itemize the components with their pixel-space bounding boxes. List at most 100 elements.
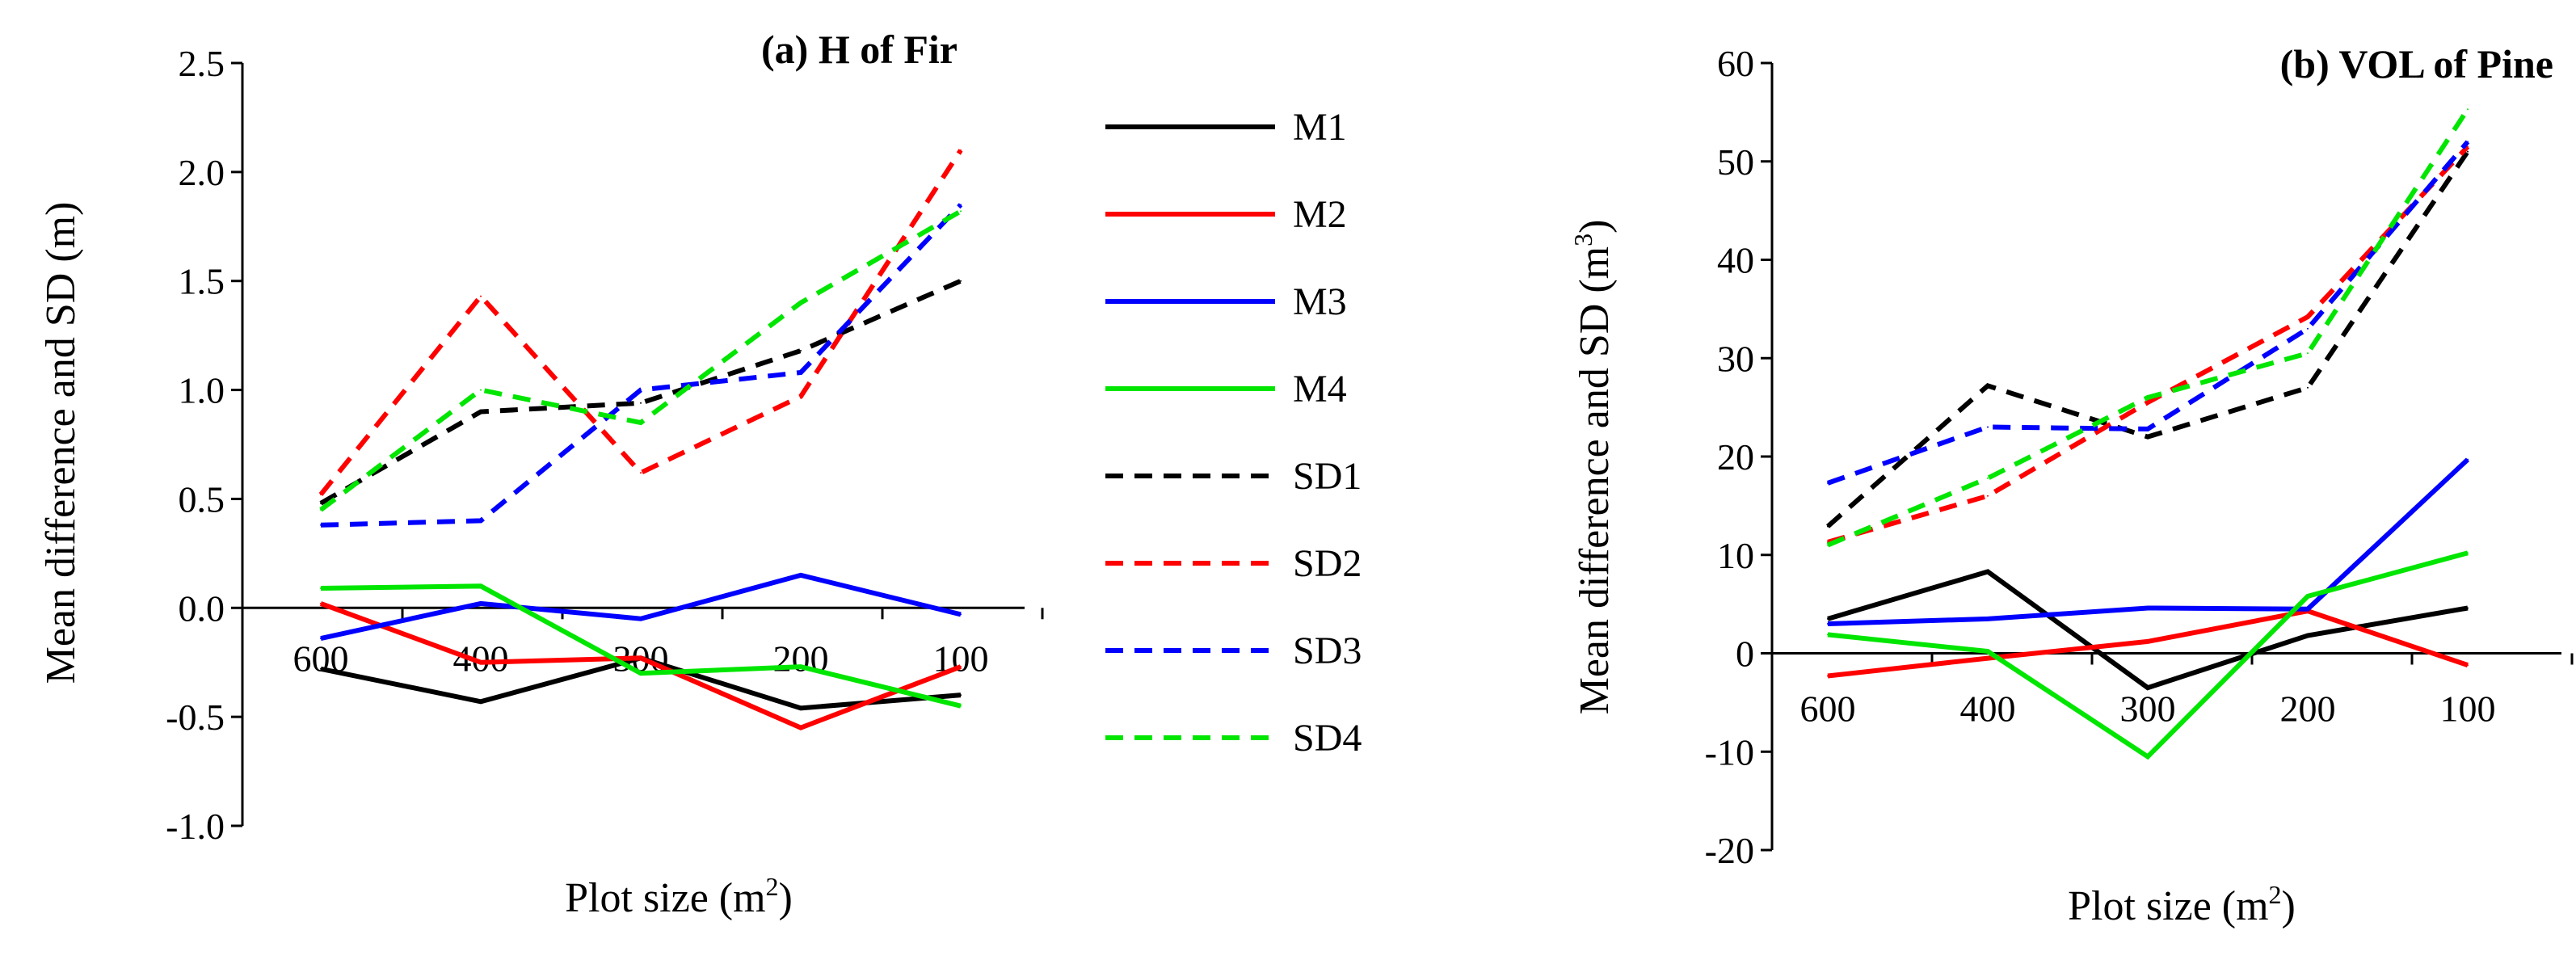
y-axis-title-close: ) — [1572, 220, 1618, 234]
point-sd4 — [1987, 477, 1989, 479]
point-m2 — [2467, 664, 2469, 667]
y-tick-label: 0 — [1736, 634, 1754, 675]
y-axis-title: Mean difference and SD (m3) — [1568, 220, 1618, 715]
x-tick-label: 200 — [2280, 688, 2336, 730]
point-m1 — [320, 667, 322, 670]
point-m3 — [320, 638, 322, 640]
point-m4 — [800, 666, 802, 668]
y-tick-label: -1.0 — [166, 806, 225, 847]
y-tick-label: -0.5 — [166, 697, 225, 738]
point-sd3 — [1987, 426, 1989, 428]
chart-title: (b) VOL of Pine — [2280, 41, 2553, 86]
point-sd1 — [2147, 436, 2149, 438]
point-m1 — [2147, 687, 2149, 689]
y-tick-label: -10 — [1705, 731, 1754, 772]
legend-label-sd1: SD1 — [1293, 455, 1362, 498]
series-line-m3 — [1827, 457, 2470, 626]
x-tick-label: 600 — [1800, 688, 1856, 730]
y-tick-label: 2.5 — [179, 43, 225, 84]
y-tick-label: 0.0 — [179, 587, 225, 629]
y-axis-title-text: Mean difference and SD (m — [1572, 246, 1618, 715]
series-line-sd4 — [1826, 107, 2470, 548]
y-tick-label: -20 — [1705, 830, 1754, 871]
legend-label-sd4: SD4 — [1293, 717, 1362, 760]
point-m1 — [2307, 634, 2309, 637]
series-line-sd1 — [319, 278, 962, 506]
point-m2 — [960, 666, 962, 668]
point-m2 — [1827, 675, 1829, 677]
point-sd1 — [960, 280, 962, 282]
point-m3 — [2307, 608, 2309, 610]
point-m4 — [320, 587, 322, 590]
y-axis-title-sup: 3 — [1568, 234, 1597, 246]
point-sd2 — [480, 295, 482, 297]
point-m3 — [960, 613, 962, 616]
point-sd2 — [960, 149, 962, 151]
point-sd1 — [480, 410, 482, 413]
point-m3 — [800, 574, 802, 576]
x-axis-title-close: ) — [2282, 883, 2296, 929]
point-m2 — [480, 661, 482, 663]
series-line-sd2 — [318, 149, 963, 496]
point-sd1 — [320, 502, 322, 504]
x-axis-title: Plot size (m2) — [565, 872, 793, 921]
point-m3 — [1987, 617, 1989, 620]
point-m3 — [640, 617, 642, 620]
point-m1 — [480, 701, 482, 703]
point-sd4 — [2307, 352, 2309, 355]
series-line-sd1 — [1826, 149, 2470, 528]
point-sd4 — [320, 508, 322, 511]
point-m1 — [960, 694, 962, 697]
point-sd3 — [800, 371, 802, 373]
point-m2 — [320, 602, 322, 604]
point-sd4 — [800, 301, 802, 304]
y-axis-title-text: Mean difference and SD (m) — [38, 202, 84, 684]
point-sd4 — [2467, 108, 2469, 111]
y-axis-title: Mean difference and SD (m) — [38, 202, 84, 684]
y-tick-label: 30 — [1717, 338, 1754, 379]
x-axis-title: Plot size (m2) — [2068, 880, 2296, 929]
x-axis-title-text: Plot size (m — [2068, 883, 2268, 929]
point-m2 — [1987, 657, 1989, 659]
legend-label-m1: M1 — [1293, 106, 1347, 149]
point-sd3 — [1827, 482, 1829, 484]
point-m4 — [1827, 634, 1829, 636]
x-tick-label: 400 — [1960, 688, 2016, 730]
point-m2 — [2147, 640, 2149, 642]
point-m4 — [2467, 552, 2469, 554]
point-m1 — [800, 707, 802, 709]
legend-label-m3: M3 — [1293, 280, 1347, 323]
series-line-sd3 — [1827, 140, 2470, 486]
x-axis-title-text: Plot size (m — [565, 875, 765, 921]
point-m3 — [2467, 458, 2469, 461]
point-m4 — [2307, 595, 2309, 597]
y-tick-label: 50 — [1717, 141, 1754, 183]
point-sd3 — [480, 520, 482, 522]
x-tick-label: 300 — [2120, 688, 2176, 730]
point-sd1 — [2307, 386, 2309, 389]
point-sd1 — [1827, 525, 1829, 528]
point-sd3 — [320, 524, 322, 526]
x-tick-label: 100 — [2440, 688, 2496, 730]
point-m4 — [640, 672, 642, 675]
point-sd4 — [480, 389, 482, 391]
y-tick-label: 2.0 — [179, 152, 225, 193]
point-m1 — [1827, 617, 1829, 620]
point-sd4 — [1827, 544, 1829, 546]
series-line-sd3 — [320, 203, 963, 528]
x-axis-title-sup: 2 — [2269, 880, 2282, 909]
series-line-sd2 — [1827, 145, 2470, 545]
y-tick-label: 40 — [1717, 240, 1754, 281]
x-axis-title-sup: 2 — [766, 872, 779, 901]
point-sd2 — [2467, 145, 2469, 148]
point-sd2 — [800, 395, 802, 398]
series-line-sd4 — [319, 208, 962, 512]
point-sd4 — [2147, 396, 2149, 398]
point-sd3 — [640, 389, 642, 391]
series-line-m1 — [1827, 569, 2469, 691]
point-sd2 — [1987, 495, 1989, 497]
point-sd2 — [320, 494, 322, 496]
point-m3 — [1827, 622, 1829, 625]
point-m4 — [480, 585, 482, 587]
y-tick-label: 60 — [1717, 43, 1754, 84]
